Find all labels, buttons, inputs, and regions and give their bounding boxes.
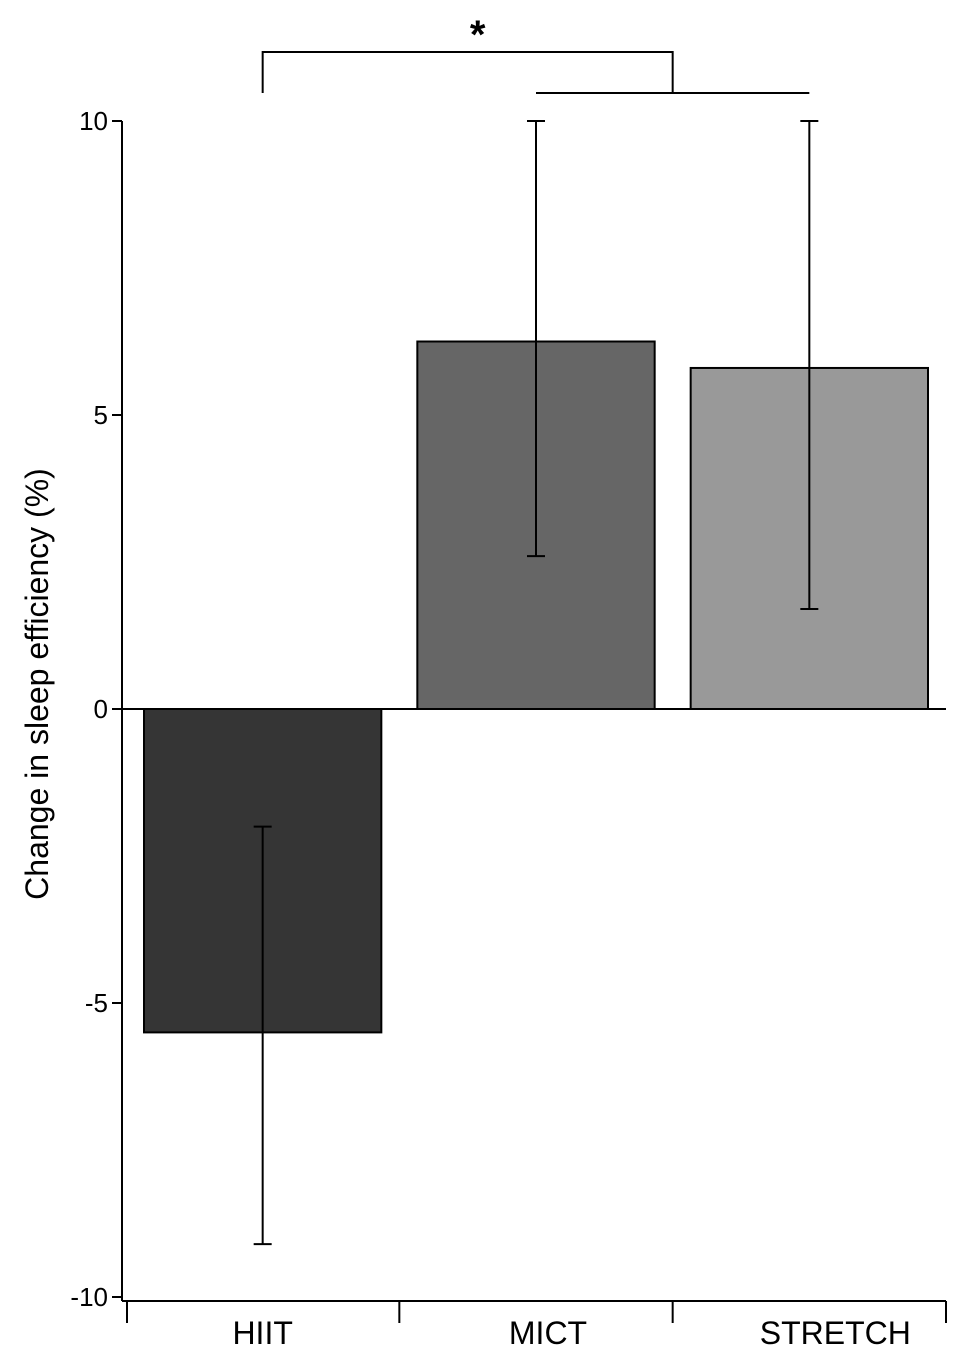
error-bar-mict [527, 120, 545, 558]
significance-marker: * [470, 13, 486, 57]
x-tick-label-stretch: STRETCH [760, 1315, 911, 1351]
x-tick-label-hiit: HIIT [232, 1315, 292, 1351]
y-axis-label: Change in sleep efficiency (%) [19, 468, 55, 900]
significance-group: * [261, 13, 810, 94]
significance-bracket [261, 51, 674, 93]
y-tick-label: 10 [79, 106, 108, 136]
error-bar-stretch [800, 120, 819, 611]
y-tick-label: -10 [70, 1282, 108, 1312]
error-bars-group [253, 120, 819, 1246]
axes-group [121, 121, 946, 1302]
x-ticks-group: HIIT MICT STRETCH [126, 1301, 947, 1351]
x-tick-label-mict: MICT [509, 1315, 587, 1351]
y-tick-label: -5 [85, 988, 108, 1018]
error-bar-hiit [253, 825, 272, 1246]
y-ticks-group: 10 5 0 -5 -10 [70, 106, 122, 1312]
y-tick-label: 0 [94, 694, 108, 724]
y-tick-label: 5 [94, 400, 108, 430]
